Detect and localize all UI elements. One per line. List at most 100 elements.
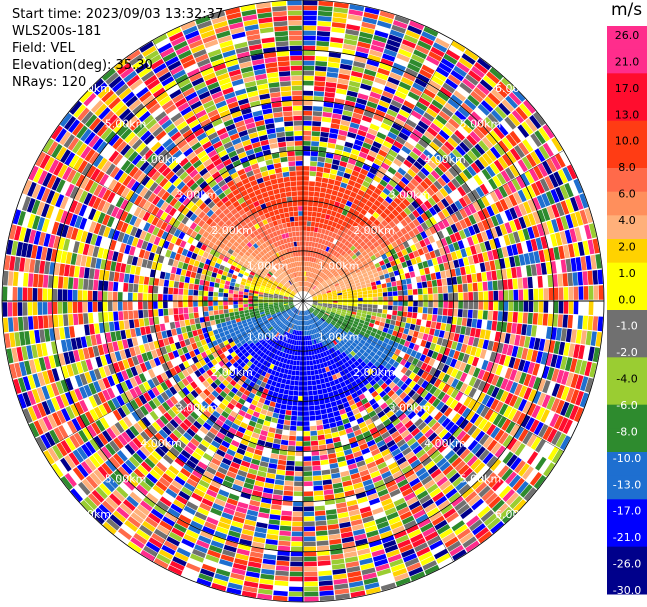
velocity-gate (391, 405, 400, 414)
velocity-gate (315, 217, 321, 223)
velocity-gate (475, 347, 482, 358)
velocity-gate (423, 301, 428, 307)
velocity-gate (438, 330, 445, 338)
velocity-gate (461, 487, 474, 499)
velocity-gate (546, 158, 557, 173)
velocity-gate (280, 439, 289, 446)
velocity-gate (230, 315, 236, 321)
velocity-gate (414, 78, 428, 88)
velocity-gate (542, 142, 554, 157)
velocity-gate (509, 256, 516, 268)
velocity-gate (338, 129, 348, 137)
velocity-gate (473, 378, 482, 389)
velocity-gate (403, 353, 410, 361)
velocity-gate (477, 506, 491, 519)
velocity-gate (322, 474, 332, 480)
velocity-gate (390, 145, 401, 154)
velocity-gate (518, 428, 529, 442)
velocity-gate (291, 541, 303, 547)
velocity-gate (503, 301, 509, 311)
velocity-gate (267, 432, 275, 438)
velocity-gate (466, 455, 478, 467)
velocity-gate (483, 75, 497, 88)
velocity-gate (538, 424, 549, 438)
velocity-gate (435, 322, 442, 330)
velocity-gate (425, 341, 432, 349)
velocity-gate (446, 366, 454, 376)
velocity-gate (344, 33, 359, 41)
velocity-gate (483, 116, 496, 129)
velocity-gate (320, 126, 330, 133)
velocity-gate (590, 331, 597, 346)
velocity-gate (481, 319, 488, 330)
velocity-gate (321, 261, 326, 267)
velocity-gate (321, 274, 327, 279)
velocity-gate (262, 558, 276, 565)
velocity-gate (195, 323, 202, 330)
velocity-gate (356, 244, 363, 251)
velocity-gate (330, 210, 337, 217)
velocity-gate (320, 309, 326, 313)
velocity-gate (479, 433, 490, 446)
velocity-gate (341, 238, 347, 244)
velocity-gate (440, 270, 447, 279)
velocity-gate (445, 78, 459, 90)
velocity-gate (303, 366, 307, 371)
velocity-gate (367, 270, 373, 276)
velocity-gate (312, 285, 316, 290)
velocity-gate (411, 200, 420, 209)
velocity-gate (501, 77, 515, 91)
velocity-gate (339, 63, 352, 71)
velocity-gate (383, 301, 388, 306)
velocity-gate (297, 416, 303, 421)
velocity-gate (385, 397, 394, 406)
velocity-gate (314, 186, 321, 192)
velocity-gate (342, 110, 353, 117)
velocity-gate (317, 156, 326, 163)
velocity-gate (443, 262, 450, 271)
velocity-gate (372, 293, 378, 297)
velocity-gate (455, 342, 463, 352)
velocity-gate (500, 170, 511, 183)
velocity-gate (447, 98, 460, 110)
velocity-gate (344, 246, 350, 253)
velocity-gate (411, 357, 419, 366)
velocity-gate (347, 236, 353, 243)
velocity-gate (280, 444, 288, 451)
velocity-gate (171, 328, 177, 336)
velocity-gate (325, 214, 331, 220)
velocity-gate (484, 330, 491, 340)
velocity-gate (331, 563, 346, 570)
velocity-gate (470, 458, 482, 471)
velocity-gate (399, 338, 406, 346)
velocity-gate (421, 64, 435, 75)
velocity-gate (268, 463, 278, 469)
velocity-gate (497, 416, 507, 429)
velocity-gate (324, 96, 335, 103)
velocity-gate (291, 410, 298, 416)
velocity-gate (567, 421, 578, 437)
velocity-gate (337, 78, 349, 85)
velocity-gate (386, 314, 392, 320)
velocity-gate (323, 428, 332, 435)
velocity-gate (382, 140, 393, 149)
velocity-gate (364, 342, 370, 348)
velocity-gate (557, 314, 563, 328)
velocity-gate (532, 211, 541, 225)
velocity-gate (526, 153, 537, 168)
velocity-gate (392, 310, 398, 316)
velocity-gate (333, 250, 338, 257)
velocity-gate (426, 107, 438, 118)
velocity-gate (448, 152, 459, 163)
velocity-gate (397, 290, 403, 296)
velocity-gate (455, 479, 468, 491)
velocity-gate (370, 230, 377, 237)
velocity-gate (373, 297, 378, 301)
velocity-gate (322, 315, 327, 320)
velocity-gate (451, 413, 461, 424)
velocity-gate (485, 133, 497, 146)
velocity-gate (329, 42, 343, 49)
velocity-gate (486, 271, 492, 281)
velocity-gate (326, 225, 332, 231)
velocity-gate (462, 309, 468, 318)
